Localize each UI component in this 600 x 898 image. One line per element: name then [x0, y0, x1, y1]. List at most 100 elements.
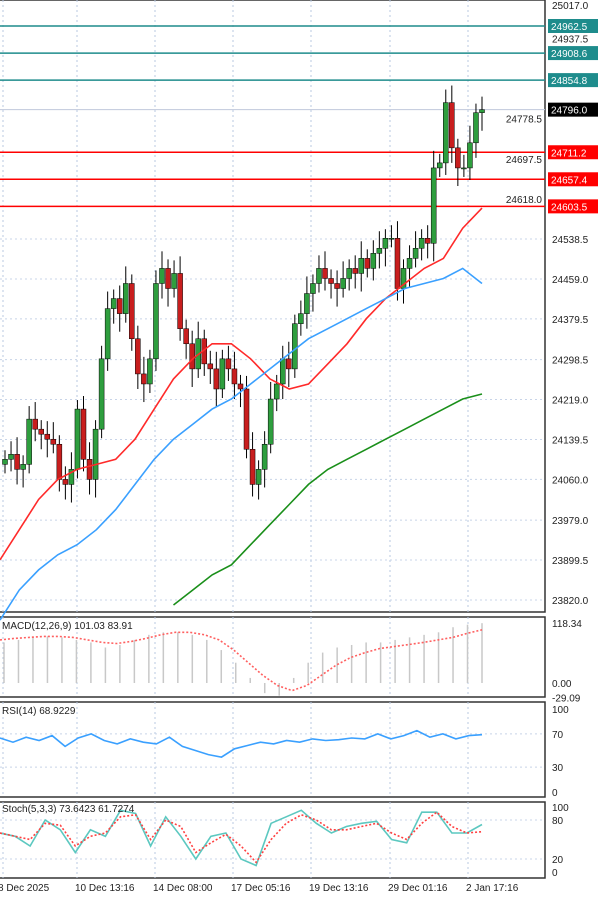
rsi-label: RSI(14) 68.9229 [2, 706, 76, 717]
candle-bear [207, 363, 214, 370]
x-axis-label: 10 Dec 13:16 [75, 883, 135, 894]
candle-bull [298, 313, 304, 324]
candle-bear [231, 368, 238, 385]
candle-bear [56, 444, 63, 480]
price-tick-label: 24060.0 [552, 475, 589, 486]
price-tick-label: 24379.5 [552, 315, 589, 326]
candle-bull [376, 248, 383, 254]
candle-bear [225, 358, 232, 370]
candle-bull [412, 248, 419, 259]
candle-bear [322, 268, 328, 279]
candle-bull [418, 238, 425, 249]
panel-border [0, 616, 546, 698]
candle-bear [129, 283, 135, 339]
price-tick-label: 23820.0 [552, 596, 589, 607]
x-axis-label: 8 Dec 2025 [0, 883, 50, 894]
level-badge [548, 199, 598, 214]
candle-bear [237, 383, 244, 390]
candle-bull [219, 358, 226, 390]
candle-bear [352, 268, 358, 274]
panel-border [0, 801, 546, 879]
candle-bear [86, 459, 93, 480]
candle-bull [316, 268, 322, 284]
candle-bull [273, 383, 280, 400]
candle-bear [38, 428, 44, 435]
macd-label: MACD(12,26,9) 101.03 83.91 [2, 621, 133, 632]
candle-bull [20, 464, 26, 470]
candle-bull [123, 283, 129, 314]
stoch-tick: 100 [552, 803, 569, 814]
candle-bear [328, 278, 334, 284]
candle-bull [279, 358, 286, 385]
x-axis-label: 19 Dec 13:16 [309, 883, 369, 894]
ma-red-line [0, 207, 483, 561]
candle-bear [334, 283, 340, 289]
candle-bull [292, 323, 298, 370]
price-tick-label: 24538.5 [552, 235, 589, 246]
macd-signal-line [0, 629, 483, 692]
price-tick-label: 23979.0 [552, 516, 589, 527]
macd-tick: 118.34 [552, 619, 582, 630]
candle-bull [8, 454, 14, 460]
candle-bull [267, 398, 274, 445]
candle-bear [189, 343, 195, 370]
rsi-line [0, 729, 483, 758]
candle-bear [165, 268, 171, 289]
candle-bull [2, 459, 8, 465]
price-tick-label: 24697.5 [506, 155, 543, 166]
candle-bull [346, 268, 352, 279]
level-label: 24854.8 [551, 76, 588, 87]
candle-bear [243, 388, 250, 450]
level-badge [548, 172, 598, 187]
candle-bull [92, 428, 99, 480]
candle-bull [159, 268, 165, 284]
candle-bear [135, 338, 141, 375]
stoch-tick: 20 [552, 855, 564, 866]
candle-bull [473, 112, 479, 144]
candle-bull [436, 162, 443, 169]
candle-bull [153, 283, 159, 360]
ma-green-line [173, 393, 483, 606]
price-tick-label: 24459.0 [552, 275, 589, 286]
candle-bull [406, 258, 413, 269]
price-tick-label: 24618.0 [506, 195, 543, 206]
level-label: 24908.6 [551, 49, 588, 60]
candle-bull [479, 109, 485, 113]
price-tick-label: 24298.5 [552, 356, 589, 367]
candle-bull [310, 283, 316, 294]
level-badge [548, 73, 598, 88]
candle-bull [261, 444, 268, 470]
x-axis-label: 14 Dec 08:00 [153, 883, 213, 894]
candle-bear [32, 418, 38, 430]
stoch-label: Stoch(5,3,3) 73.6423 61.7274 [2, 804, 135, 815]
panel-border [0, 0, 546, 613]
price-tick-label: 23899.5 [552, 556, 589, 567]
candle-bear [62, 479, 69, 485]
candle-bull [382, 238, 389, 249]
candle-bear [183, 328, 189, 345]
rsi-tick: 0 [552, 788, 558, 799]
candle-bull [370, 253, 377, 269]
candle-bull [98, 358, 105, 430]
candle-bull [68, 469, 75, 485]
candle-bull [467, 142, 473, 169]
macd-tick: -29.09 [552, 694, 581, 705]
candle-bull [304, 293, 310, 314]
macd-tick: 0.00 [552, 679, 572, 690]
candle-bull [104, 308, 111, 360]
panel-border [0, 701, 546, 798]
rsi-tick: 70 [552, 730, 564, 741]
candle-bear [455, 147, 461, 169]
candle-bear [394, 238, 401, 289]
rsi-tick: 100 [552, 705, 569, 716]
x-axis-label: 29 Dec 01:16 [388, 883, 448, 894]
candle-bear [286, 358, 292, 370]
level-badge [548, 19, 598, 33]
price-tick-label: 24139.5 [552, 435, 589, 446]
level-label: 24962.5 [551, 22, 588, 33]
candle-bear [424, 238, 431, 244]
candle-bull [26, 418, 32, 465]
rsi-tick: 30 [552, 763, 564, 774]
